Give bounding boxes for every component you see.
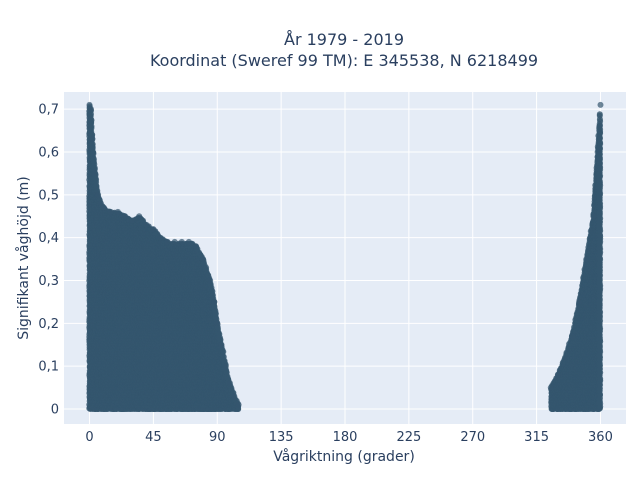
data-point [89,131,96,138]
data-points [86,101,604,412]
data-point [93,176,100,183]
data-point [91,164,98,171]
data-point [90,156,97,163]
data-point [88,117,95,124]
data-point [90,149,97,156]
title-line-1: År 1979 - 2019 [284,30,404,49]
chart-title: År 1979 - 2019 Koordinat (Sweref 99 TM):… [150,30,538,70]
title-line-2: Koordinat (Sweref 99 TM): E 345538, N 62… [150,51,538,70]
data-point [89,141,96,148]
